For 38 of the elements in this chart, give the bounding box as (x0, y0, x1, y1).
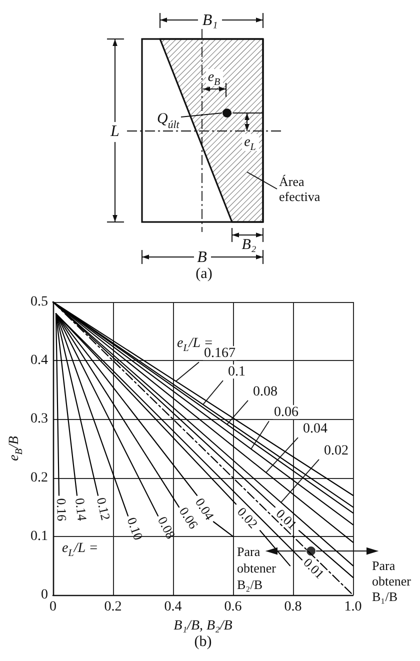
text: 0.16 (54, 498, 70, 522)
text: 0.08 (155, 514, 179, 541)
text: 0.01 (300, 554, 328, 582)
x-axis-title: B₁/B, B₂/B (174, 618, 233, 634)
text: Q$_{últ}$ (157, 111, 180, 131)
text: e$_{L}$ (244, 134, 256, 153)
annotation: 0.08 (253, 384, 278, 399)
x-tick-label: 0.6 (224, 600, 242, 614)
text: B₂ (242, 237, 256, 253)
y-tick-label: 0 (41, 588, 48, 602)
text: B (197, 248, 208, 266)
text: Área efectiva (279, 174, 320, 204)
text: 0.02 (234, 504, 262, 531)
text: e$_{B}$ (208, 70, 220, 88)
y-tick-label: 0.2 (30, 470, 48, 486)
x-tick-label: 1.0 (344, 600, 362, 614)
annotation: Para obtener B₁/B (372, 558, 412, 604)
text: 0.12 (94, 496, 114, 522)
annotation: 0.1 (228, 364, 246, 380)
annotation: 0.02 (324, 442, 348, 458)
y-tick-label: 0.1 (30, 528, 48, 544)
text: 0.14 (72, 497, 90, 522)
annotation: 0.06 (274, 404, 298, 420)
text: B₁ (202, 12, 218, 28)
y-tick-label: 0.3 (30, 412, 48, 427)
annotation: Para obtener B₂/B (237, 544, 277, 592)
y-tick-label: 0.5 (30, 294, 48, 310)
x-tick-label: 0.4 (164, 600, 182, 614)
text: L (110, 122, 120, 140)
x-tick-label: 0.2 (104, 600, 122, 614)
text: (a) (196, 266, 212, 282)
y-tick-label: 0.4 (30, 353, 48, 368)
text: (b) (194, 634, 212, 650)
annotation: e$_{L}$/L = (62, 540, 98, 559)
text: 0.01 (274, 506, 300, 532)
annotation: 0.04 (303, 421, 328, 436)
x-tick-label: 0.8 (284, 600, 302, 614)
text: 0.10 (124, 515, 147, 542)
